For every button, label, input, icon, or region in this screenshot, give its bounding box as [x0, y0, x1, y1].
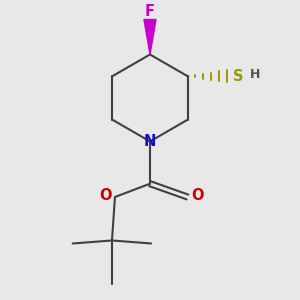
Text: O: O	[191, 188, 203, 203]
Text: H: H	[250, 68, 260, 81]
Text: F: F	[145, 4, 155, 19]
Text: S: S	[232, 69, 243, 84]
Polygon shape	[144, 20, 156, 55]
Text: N: N	[144, 134, 156, 149]
Text: O: O	[99, 188, 112, 203]
